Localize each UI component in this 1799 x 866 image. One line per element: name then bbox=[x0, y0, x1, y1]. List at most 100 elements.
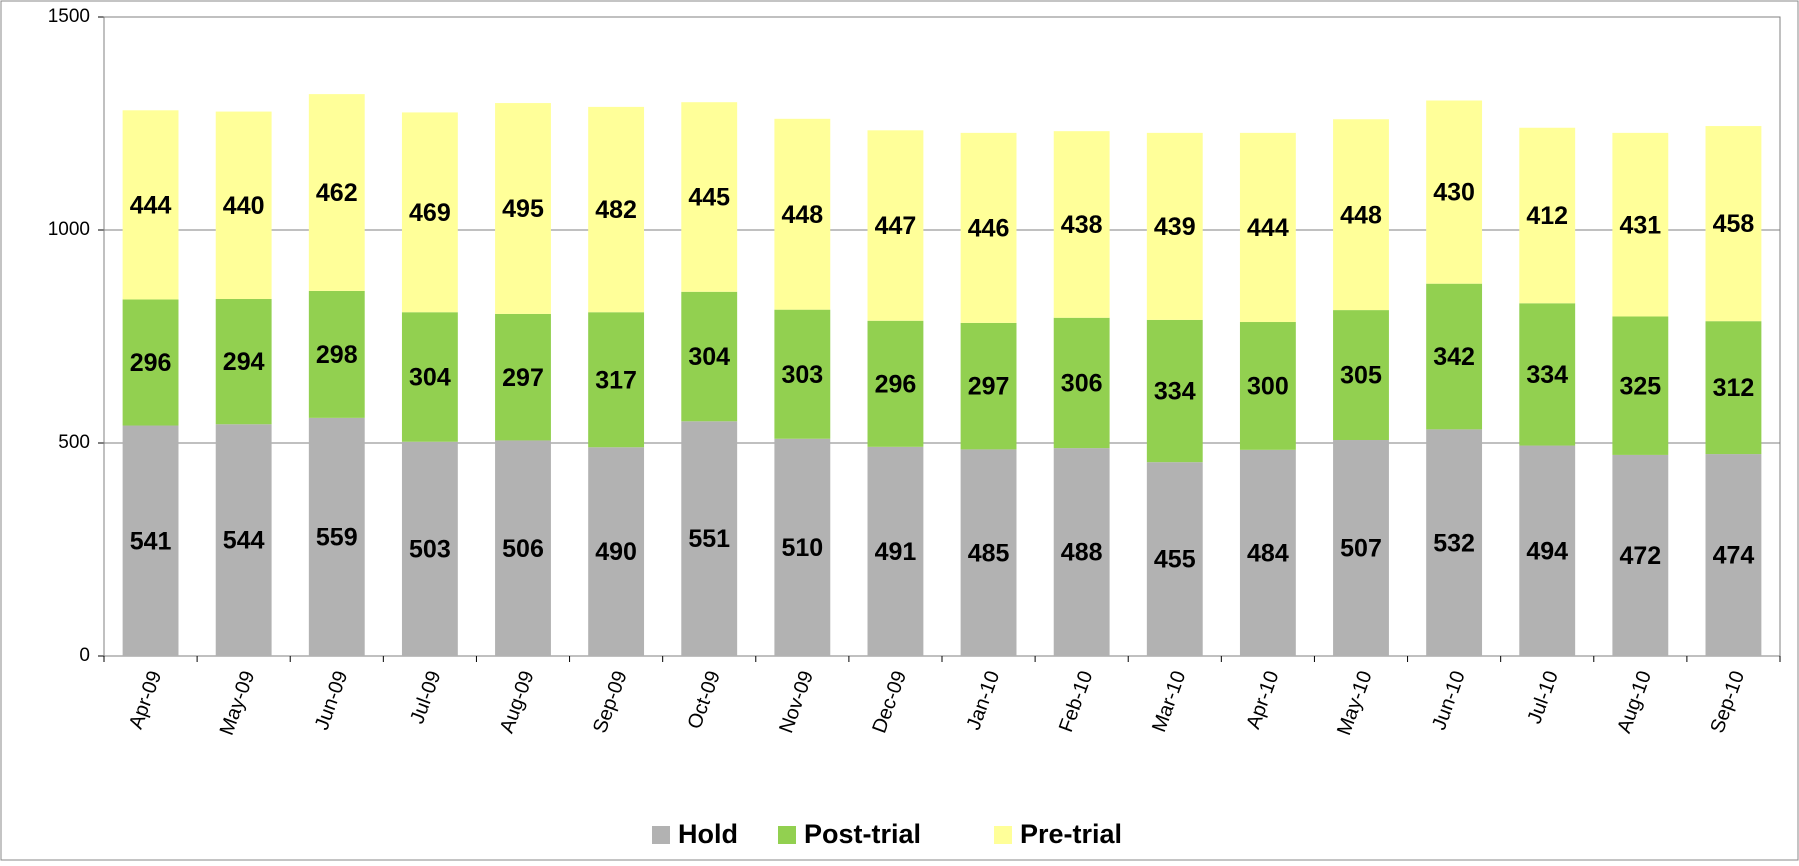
data-label: 551 bbox=[688, 525, 730, 553]
legend-label: Post-trial bbox=[804, 819, 921, 849]
data-label: 444 bbox=[130, 191, 172, 219]
data-label: 495 bbox=[502, 195, 544, 223]
data-label: 559 bbox=[316, 524, 358, 552]
bar-segment bbox=[867, 320, 924, 447]
bar-segment bbox=[401, 312, 458, 442]
data-label: 447 bbox=[875, 212, 917, 240]
bar-segment bbox=[588, 312, 645, 448]
bar-segment bbox=[1146, 462, 1203, 656]
data-label: 448 bbox=[1340, 201, 1382, 229]
y-tick-label: 0 bbox=[79, 645, 90, 666]
bar-segment bbox=[774, 309, 831, 439]
data-label: 491 bbox=[875, 538, 917, 566]
data-label: 296 bbox=[875, 370, 917, 398]
bar-segment bbox=[960, 132, 1017, 323]
bar-segment bbox=[1333, 310, 1389, 441]
data-label: 446 bbox=[968, 214, 1010, 242]
data-label: 294 bbox=[223, 348, 265, 376]
legend-label: Pre-trial bbox=[1020, 819, 1122, 849]
legend-label: Hold bbox=[678, 819, 738, 849]
bar-segment bbox=[1333, 119, 1389, 311]
data-label: 506 bbox=[502, 535, 544, 563]
data-label: 334 bbox=[1154, 378, 1196, 406]
legend-swatch bbox=[994, 826, 1012, 844]
data-label: 300 bbox=[1247, 373, 1289, 401]
bar-segment bbox=[1333, 440, 1389, 656]
bar-segment bbox=[774, 118, 831, 310]
data-label: 304 bbox=[409, 364, 451, 392]
bar-segment bbox=[495, 103, 551, 314]
data-label: 325 bbox=[1619, 372, 1661, 400]
data-label: 438 bbox=[1061, 211, 1103, 239]
bar-segment bbox=[308, 417, 365, 656]
data-label: 488 bbox=[1061, 539, 1103, 567]
bar-segment bbox=[1146, 132, 1203, 320]
bar-segment bbox=[1426, 429, 1483, 656]
bar-segment bbox=[1239, 449, 1296, 656]
bar-segment bbox=[1519, 445, 1576, 656]
data-label: 474 bbox=[1713, 542, 1755, 570]
bar-segment bbox=[1612, 132, 1669, 317]
data-label: 306 bbox=[1061, 370, 1103, 398]
data-label: 444 bbox=[1247, 214, 1289, 242]
bar-segment bbox=[1705, 454, 1762, 656]
data-label: 462 bbox=[316, 179, 358, 207]
bar-segment bbox=[495, 440, 551, 656]
data-label: 448 bbox=[781, 201, 823, 229]
bar-segment bbox=[308, 290, 365, 418]
data-label: 431 bbox=[1619, 211, 1661, 239]
legend-swatch bbox=[778, 826, 796, 844]
bar-segment bbox=[588, 447, 645, 656]
data-label: 317 bbox=[595, 366, 637, 394]
data-label: 541 bbox=[130, 527, 172, 555]
legend-swatch bbox=[652, 826, 670, 844]
data-label: 440 bbox=[223, 192, 265, 220]
data-label: 482 bbox=[595, 196, 637, 224]
y-tick-label: 1000 bbox=[48, 219, 90, 240]
bar-segment bbox=[1519, 303, 1576, 446]
bar-segment bbox=[960, 322, 1017, 450]
bar-segment bbox=[1239, 322, 1296, 450]
data-label: 445 bbox=[688, 184, 730, 212]
bar-segment bbox=[681, 421, 738, 656]
data-label: 305 bbox=[1340, 362, 1382, 390]
y-tick-label: 1500 bbox=[48, 6, 90, 27]
data-label: 507 bbox=[1340, 535, 1382, 563]
data-label: 303 bbox=[781, 361, 823, 389]
bar-segment bbox=[1053, 131, 1110, 318]
bar-segment bbox=[122, 425, 179, 656]
data-label: 458 bbox=[1713, 210, 1755, 238]
bar-segment bbox=[122, 110, 179, 300]
bar-segment bbox=[215, 111, 272, 300]
bar-segment bbox=[1239, 132, 1296, 323]
bar-segment bbox=[867, 446, 924, 656]
data-label: 342 bbox=[1433, 343, 1475, 371]
bar-segment bbox=[1146, 319, 1203, 463]
data-label: 297 bbox=[968, 373, 1010, 401]
bar-segment bbox=[681, 102, 738, 292]
bar-segment bbox=[774, 438, 831, 656]
data-label: 455 bbox=[1154, 546, 1196, 574]
data-label: 412 bbox=[1526, 202, 1568, 230]
bar-segment bbox=[867, 130, 924, 321]
data-label: 439 bbox=[1154, 213, 1196, 241]
data-label: 312 bbox=[1713, 374, 1755, 402]
bar-segment bbox=[960, 449, 1017, 656]
y-tick-label: 500 bbox=[58, 432, 90, 453]
data-label: 494 bbox=[1526, 537, 1568, 565]
bar-segment bbox=[1053, 317, 1110, 449]
data-label: 485 bbox=[968, 539, 1010, 567]
data-label: 503 bbox=[409, 535, 451, 563]
bar-segment bbox=[681, 291, 738, 422]
data-label: 469 bbox=[409, 199, 451, 227]
bar-segment bbox=[215, 424, 272, 656]
data-label: 296 bbox=[130, 349, 172, 377]
data-label: 532 bbox=[1433, 529, 1475, 557]
data-label: 472 bbox=[1619, 542, 1661, 570]
bar-segment bbox=[401, 112, 458, 313]
bar-segment bbox=[1426, 100, 1483, 284]
data-label: 304 bbox=[688, 343, 730, 371]
data-label: 334 bbox=[1526, 361, 1568, 389]
